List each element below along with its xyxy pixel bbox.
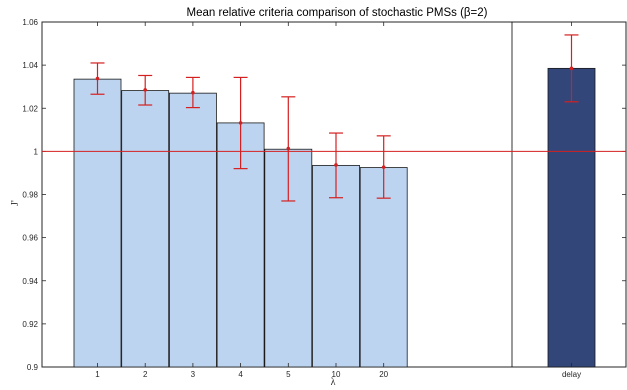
x-tick-label: 4 [238, 370, 243, 379]
mean-point [334, 163, 338, 167]
x-tick-label: 5 [286, 370, 291, 379]
bar [73, 78, 122, 368]
y-tick-label: 0.9 [27, 363, 39, 372]
y-tick-label: 0.96 [22, 234, 38, 243]
y-tick-label: 1.02 [22, 104, 38, 113]
y-tick-label: 0.98 [22, 191, 38, 200]
chart-title: Mean relative criteria comparison of sto… [187, 7, 488, 19]
y-tick-label: 0.92 [22, 320, 38, 329]
mean-point [238, 121, 243, 125]
y-tick-label: 1 [34, 147, 39, 156]
bar [312, 164, 360, 368]
x-axis-label: λ [331, 377, 336, 388]
x-tick-label: 3 [191, 370, 196, 379]
bar [121, 90, 170, 368]
mean-point [143, 88, 147, 92]
bar [168, 92, 217, 368]
x-tick-label: delay [562, 370, 581, 379]
mean-point [569, 66, 574, 71]
x-tick-label: 20 [379, 370, 388, 379]
y-tick-label: 1.06 [22, 18, 38, 27]
mean-point [191, 90, 195, 95]
y-axis-label: J' [10, 200, 21, 206]
plot-area: 0.9 0.92 0.94 0.96 0.98 1 1.02 1.04 1.06 1 2 3 4 5 10 2… [22, 18, 627, 379]
bar [547, 67, 596, 368]
x-tick-label: 1 [95, 370, 100, 379]
y-tick-label: 0.94 [22, 277, 38, 286]
x-tick-label: 2 [143, 370, 148, 379]
mean-point [381, 165, 386, 169]
mean-point [95, 76, 100, 81]
y-tick-label: 1.04 [22, 61, 38, 70]
x-tick-label: 10 [332, 370, 341, 379]
mean-point [286, 146, 291, 151]
